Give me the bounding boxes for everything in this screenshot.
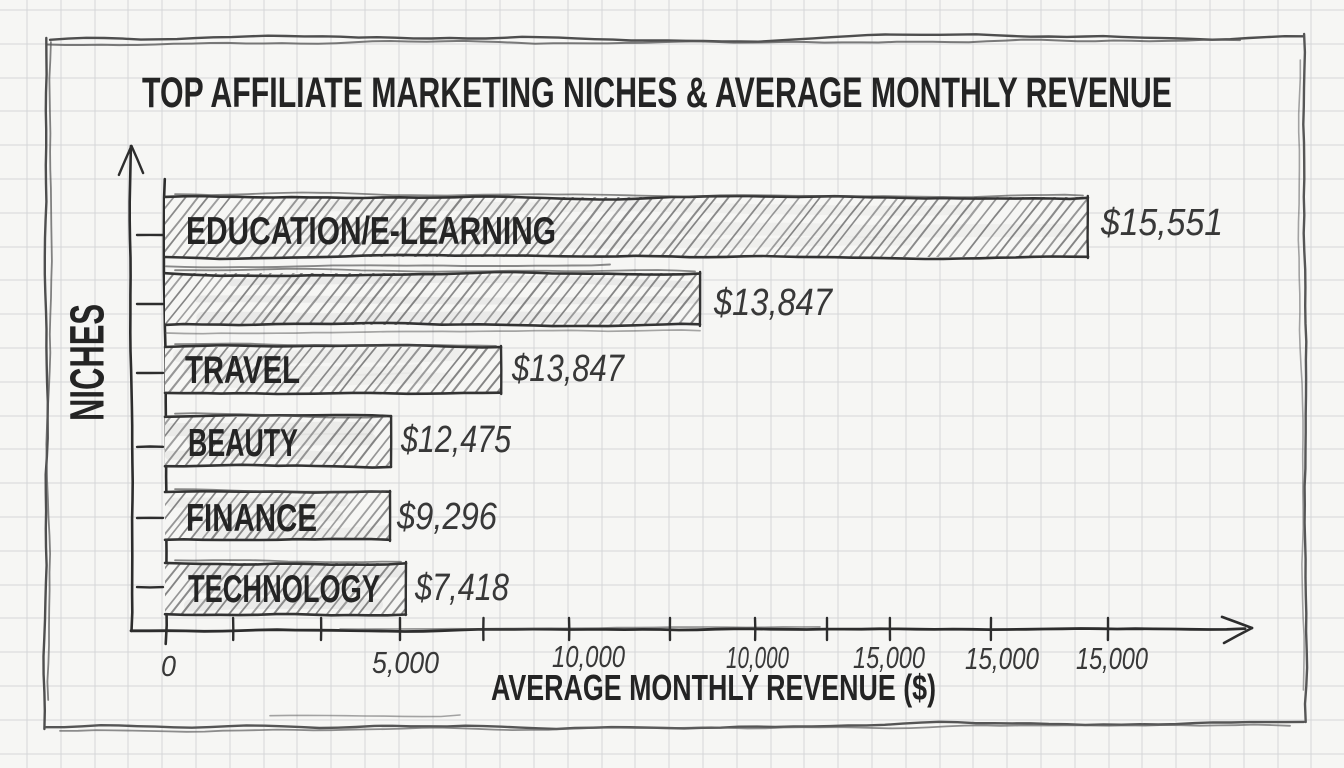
svg-text:TECHNOLOGY: TECHNOLOGY (188, 568, 380, 611)
svg-text:$13,847: $13,847 (511, 348, 625, 390)
svg-text:15,000: 15,000 (1076, 641, 1148, 676)
svg-text:15,000: 15,000 (965, 641, 1039, 676)
svg-text:$7,418: $7,418 (414, 567, 509, 609)
svg-text:0: 0 (161, 651, 176, 683)
svg-text:5,000: 5,000 (372, 645, 439, 680)
svg-text:BEAUTY: BEAUTY (188, 422, 298, 465)
svg-text:TOP AFFILIATE MARKETING NICHES: TOP AFFILIATE MARKETING NICHES & AVERAGE… (142, 69, 1172, 117)
svg-text:$9,296: $9,296 (396, 496, 498, 538)
svg-text:$15,551: $15,551 (1100, 202, 1223, 244)
svg-text:$12,475: $12,475 (400, 419, 511, 461)
svg-text:TRAVEL: TRAVEL (185, 349, 300, 392)
svg-text:FINANCE: FINANCE (186, 497, 317, 540)
svg-text:AVERAGE MONTHLY REVENUE ($): AVERAGE MONTHLY REVENUE ($) (491, 667, 936, 708)
svg-text:15,000: 15,000 (853, 640, 925, 675)
svg-text:10,000: 10,000 (726, 640, 789, 675)
svg-text:EDUCATION/E-LEARNING: EDUCATION/E-LEARNING (186, 210, 556, 253)
svg-text:10,000: 10,000 (552, 639, 625, 674)
svg-text:$13,847: $13,847 (713, 282, 833, 324)
svg-text:NICHES: NICHES (62, 304, 115, 421)
